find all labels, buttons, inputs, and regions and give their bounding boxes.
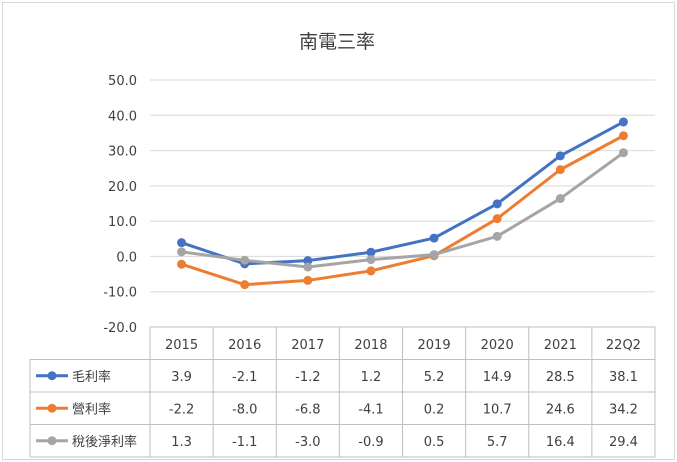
data-point [303, 256, 313, 266]
legend-label: 毛利率 [72, 369, 111, 385]
x-category-label: 2016 [228, 338, 261, 353]
legend-label: 稅後淨利率 [72, 434, 137, 450]
data-point [177, 238, 187, 248]
data-point [366, 266, 376, 276]
data-point [492, 231, 502, 241]
data-table-value: -1.1 [232, 435, 257, 450]
y-tick-label: 20.0 [108, 180, 137, 195]
legend-key-marker [47, 436, 57, 446]
data-table-value: 14.9 [483, 370, 512, 385]
series-line [180, 134, 625, 287]
data-point [555, 194, 565, 204]
data-point [177, 259, 187, 269]
data-table-value: -8.0 [232, 402, 257, 417]
data-table-value: -3.0 [295, 435, 320, 450]
data-table-value: 28.5 [546, 370, 575, 385]
data-point [492, 214, 502, 224]
series-lines [180, 120, 625, 287]
data-point [429, 250, 439, 260]
data-table-value: 10.7 [483, 402, 512, 417]
data-table-value: 1.2 [361, 370, 382, 385]
data-table-value: -6.8 [295, 402, 320, 417]
data-point [429, 233, 439, 243]
data-table-value: 34.2 [609, 402, 638, 417]
series-line [180, 151, 625, 269]
data-table-value: 24.6 [546, 402, 575, 417]
data-table-value: 38.1 [609, 370, 638, 385]
y-tick-label: 50.0 [108, 74, 137, 89]
data-point [555, 165, 565, 175]
y-tick-label: -10.0 [103, 286, 137, 301]
y-axis: 50.0 40.0 30.0 20.0 10.0 0.0 -10.0 -20.0 [103, 74, 137, 336]
data-point [366, 255, 376, 265]
x-category-label: 22Q2 [606, 338, 641, 353]
y-tick-label: -20.0 [103, 321, 137, 336]
data-table-value: 5.7 [487, 435, 508, 450]
x-category-label: 2015 [165, 338, 198, 353]
data-point [240, 280, 250, 290]
data-table-value: -1.2 [295, 370, 320, 385]
data-point [618, 117, 628, 127]
data-point [303, 275, 313, 285]
data-table-value: 1.3 [171, 435, 192, 450]
series-line [180, 120, 625, 266]
x-category-label: 2020 [481, 338, 514, 353]
y-tick-label: 40.0 [108, 109, 137, 124]
data-table-value: -2.2 [169, 402, 194, 417]
legend-key-marker [47, 403, 57, 413]
data-point [366, 247, 376, 257]
data-point [618, 148, 628, 158]
x-category-label: 2021 [544, 338, 577, 353]
data-table-value: 16.4 [546, 435, 575, 450]
data-point [177, 247, 187, 257]
data-table-value: 5.2 [424, 370, 445, 385]
x-category-label: 2017 [291, 338, 324, 353]
data-point [303, 262, 313, 272]
data-table-value: -2.1 [232, 370, 257, 385]
data-table-value: -0.9 [358, 435, 383, 450]
y-tick-label: 30.0 [108, 145, 137, 160]
data-table-value: 0.2 [424, 402, 445, 417]
legend-label: 營利率 [72, 401, 111, 417]
data-point [492, 199, 502, 209]
chart-title: 南電三率 [299, 31, 375, 53]
x-category-label: 2018 [354, 338, 387, 353]
data-table-value: -4.1 [358, 402, 383, 417]
data-point [240, 255, 250, 265]
gridlines [150, 79, 655, 328]
series-points [177, 117, 628, 290]
y-tick-label: 0.0 [116, 250, 137, 265]
legend-key-marker [47, 371, 57, 381]
data-table-value: 29.4 [609, 435, 638, 450]
data-table-value: 0.5 [424, 435, 445, 450]
data-table-value: 3.9 [171, 370, 192, 385]
data-point [555, 151, 565, 161]
data-point [618, 131, 628, 141]
x-category-label: 2019 [418, 338, 451, 353]
data-table: 2015 2016 2017 2018 2019 2020 2021 22Q2 毛利率 3.9 -2… [29, 326, 656, 458]
y-tick-label: 10.0 [108, 215, 137, 230]
